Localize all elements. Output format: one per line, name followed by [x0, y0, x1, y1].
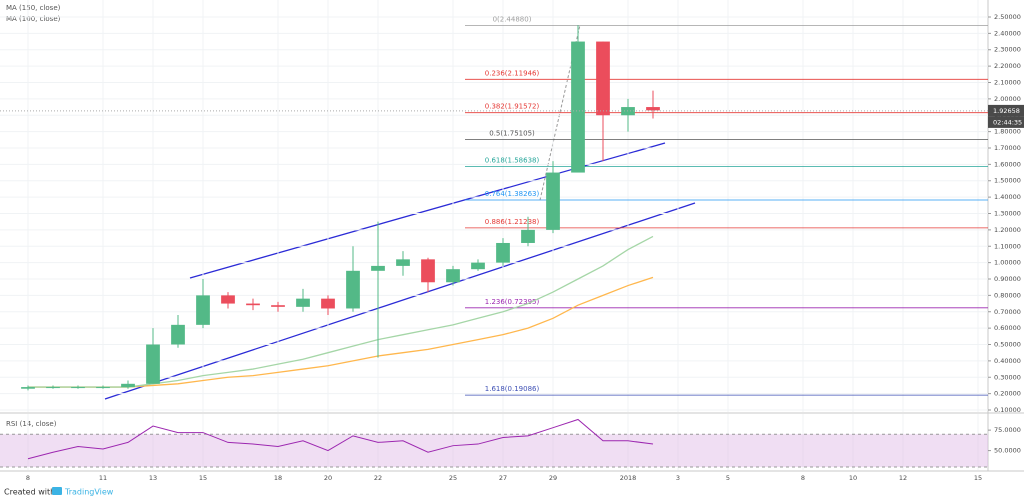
countdown-box [988, 116, 1024, 128]
legend-entry: MA (100, close) [6, 15, 61, 23]
y-tick-label: 1.60000 [994, 160, 1021, 168]
y-tick-label: 2.30000 [994, 46, 1021, 54]
x-tick-label: 8 [26, 474, 30, 482]
candle-body [296, 298, 310, 307]
y-tick-label: 0.30000 [994, 373, 1021, 381]
y-tick-label: 1.00000 [994, 259, 1021, 267]
countdown: 02:44:35 [993, 118, 1022, 126]
y-tick-label: 2.20000 [994, 62, 1021, 70]
x-tick-label: 29 [549, 474, 557, 482]
y-tick-label: 75.0000 [994, 426, 1021, 434]
candle-body [396, 259, 410, 266]
brand-name: TradingView [64, 488, 114, 497]
candle-body [546, 172, 560, 230]
y-tick-label: 0.10000 [994, 406, 1021, 414]
last-price-label: 1.92658 [993, 107, 1020, 115]
y-tick-label: 1.80000 [994, 128, 1021, 136]
candle-body [146, 344, 160, 384]
brand-logo [52, 487, 62, 495]
fib-label: 1.236(0.72395) [485, 298, 540, 306]
y-tick-label: 1.50000 [994, 177, 1021, 185]
candle-body [346, 270, 360, 309]
x-tick-label: 22 [374, 474, 382, 482]
candle-body [221, 295, 235, 304]
y-tick-label: 0.60000 [994, 324, 1021, 332]
y-tick-label: 0.20000 [994, 390, 1021, 398]
y-tick-label: 2.00000 [994, 95, 1021, 103]
fib-label: 1.618(0.19086) [485, 385, 540, 393]
y-tick-label: 2.40000 [994, 29, 1021, 37]
candle-body [646, 107, 660, 111]
y-tick-label: 1.70000 [994, 144, 1021, 152]
y-tick-label: 50.0000 [994, 447, 1021, 455]
candle-body [46, 387, 60, 389]
x-tick-label: 12 [899, 474, 907, 482]
y-tick-label: 0.40000 [994, 357, 1021, 365]
candle-body [496, 242, 510, 263]
y-tick-label: 0.70000 [994, 308, 1021, 316]
y-tick-label: 1.40000 [994, 193, 1021, 201]
candle-body [321, 298, 335, 309]
last-price-box [988, 104, 1024, 117]
fib-label: 0.618(1.58638) [485, 157, 540, 165]
x-tick-label: 2018 [620, 474, 637, 482]
candle-body [96, 387, 110, 389]
y-tick-label: 2.10000 [994, 78, 1021, 86]
candle-body [71, 387, 85, 389]
fib-label: 0.5(1.75105) [489, 130, 535, 138]
rsi-line [27, 418, 654, 460]
rsi-band [0, 434, 988, 467]
candle-body [571, 41, 585, 173]
candle-body [21, 387, 35, 389]
x-tick-label: 15 [974, 474, 982, 482]
candle-body [196, 295, 210, 325]
x-tick-label: 25 [449, 474, 457, 482]
candle-body [246, 303, 260, 306]
x-tick-label: 11 [99, 474, 107, 482]
fib-label: 0(2.44880) [493, 15, 532, 23]
channel-upper [189, 142, 666, 279]
x-tick-label: 10 [849, 474, 857, 482]
candle-body [596, 41, 610, 116]
fib-label: 0.382(1.91572) [485, 103, 540, 111]
legend-entry: MA (150, close) [6, 4, 61, 12]
x-tick-label: 8 [801, 474, 805, 482]
candle-body [446, 269, 460, 283]
rsi-title: RSI (14, close) [6, 420, 57, 428]
x-tick-label: 18 [274, 474, 282, 482]
x-tick-label: 5 [726, 474, 730, 482]
candle-body [271, 305, 285, 307]
x-tick-label: 20 [324, 474, 332, 482]
y-tick-label: 0.90000 [994, 275, 1021, 283]
y-tick-label: 0.50000 [994, 341, 1021, 349]
x-tick-label: 15 [199, 474, 207, 482]
candle-body [371, 265, 385, 271]
candle-body [121, 383, 135, 388]
y-tick-label: 1.30000 [994, 209, 1021, 217]
footer-text: Created with [4, 488, 55, 497]
fib-label: 0.764(1.38263) [485, 190, 540, 198]
y-tick-label: 1.10000 [994, 242, 1021, 250]
fib-label: 0.236(2.11946) [485, 69, 540, 77]
candle-body [421, 259, 435, 283]
candle-body [471, 262, 485, 270]
y-tick-label: 1.20000 [994, 226, 1021, 234]
y-tick-label: 0.80000 [994, 291, 1021, 299]
candle-body [521, 229, 535, 243]
x-tick-label: 3 [676, 474, 680, 482]
x-tick-label: 27 [499, 474, 507, 482]
candle-body [171, 324, 185, 345]
fib-label: 0.886(1.21238) [485, 218, 540, 226]
y-tick-label: 2.50000 [994, 13, 1021, 21]
x-tick-label: 13 [149, 474, 157, 482]
